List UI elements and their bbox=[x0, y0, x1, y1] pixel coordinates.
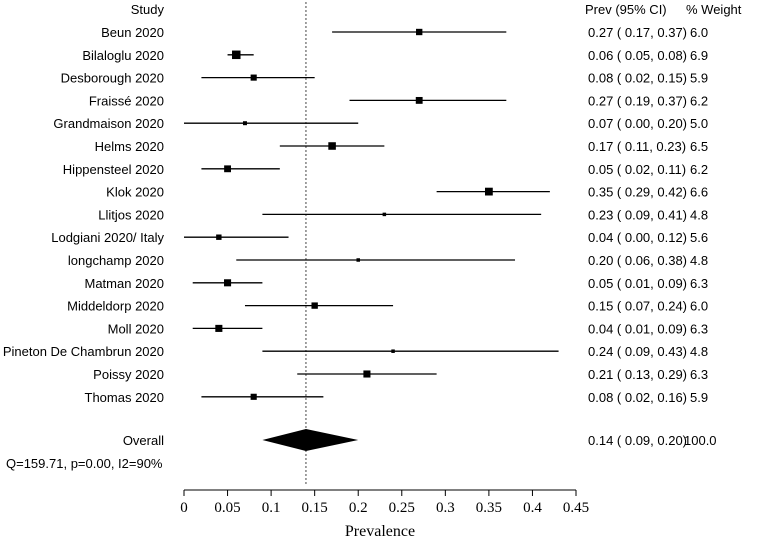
heterogeneity-text: Q=159.71, p=0.00, I2=90% bbox=[6, 456, 163, 471]
study-marks bbox=[184, 28, 559, 451]
weight-text: 6.9 bbox=[690, 48, 708, 63]
ci-text: 0.23 ( 0.09, 0.41) bbox=[588, 207, 687, 222]
ci-text: 0.17 ( 0.11, 0.23) bbox=[588, 139, 686, 154]
study-label: Middeldorp 2020 bbox=[67, 299, 164, 314]
point-estimate bbox=[232, 50, 241, 60]
ci-text: 0.07 ( 0.00, 0.20) bbox=[588, 116, 687, 131]
study-label: Klok 2020 bbox=[106, 185, 164, 200]
x-tick-label: 0.4 bbox=[523, 500, 542, 516]
point-estimate bbox=[382, 212, 387, 217]
x-tick-label: 0.3 bbox=[436, 500, 455, 516]
ci-text: 0.08 ( 0.02, 0.15) bbox=[588, 71, 687, 86]
point-estimate bbox=[415, 96, 423, 104]
study-labels: Study Beun 2020 Bilaloglu 2020 Desborough 2… bbox=[3, 2, 165, 471]
study-label: Matman 2020 bbox=[85, 276, 165, 291]
overall-weight-text: 100.0 bbox=[684, 433, 717, 448]
x-tick-label: 0.25 bbox=[389, 500, 415, 516]
x-tick-label: 0.2 bbox=[349, 500, 368, 516]
ci-text: 0.08 ( 0.02, 0.16) bbox=[588, 390, 687, 405]
ci-text: 0.04 ( 0.01, 0.09) bbox=[588, 321, 687, 336]
study-label: Beun 2020 bbox=[101, 25, 164, 40]
x-axis: 0 0.05 0.1 0.15 0.2 0.25 0.3 0.35 0.4 0.45 Prevale… bbox=[180, 489, 589, 540]
study-label: Moll 2020 bbox=[108, 321, 164, 336]
study-label: Pineton De Chambrun 2020 bbox=[3, 344, 164, 359]
weight-text: 4.8 bbox=[690, 253, 708, 268]
study-label: Desborough 2020 bbox=[61, 71, 164, 86]
ci-text: 0.05 ( 0.02, 0.11) bbox=[588, 162, 686, 177]
study-label: Lodgiani 2020/ Italy bbox=[51, 230, 164, 245]
point-estimate bbox=[215, 324, 223, 332]
study-label: Thomas 2020 bbox=[85, 390, 165, 405]
study-label: Llitjos 2020 bbox=[98, 207, 164, 222]
ci-text: 0.05 ( 0.01, 0.09) bbox=[588, 276, 687, 291]
x-tick-label: 0.15 bbox=[302, 500, 328, 516]
weight-text: 6.3 bbox=[690, 321, 708, 336]
study-label: Poissy 2020 bbox=[93, 367, 164, 382]
header-study: Study bbox=[131, 2, 165, 17]
ci-text: 0.24 ( 0.09, 0.43) bbox=[588, 344, 687, 359]
weight-text: 5.6 bbox=[690, 230, 708, 245]
ci-text: 0.21 ( 0.13, 0.29) bbox=[588, 367, 687, 382]
weight-text: 6.2 bbox=[690, 93, 708, 108]
weight-text: 4.8 bbox=[690, 207, 708, 222]
ci-text: 0.06 ( 0.05, 0.08) bbox=[588, 48, 687, 63]
study-label: Grandmaison 2020 bbox=[53, 116, 164, 131]
point-estimate bbox=[311, 302, 318, 309]
study-label: Hippensteel 2020 bbox=[63, 162, 164, 177]
weight-text: 6.2 bbox=[690, 162, 708, 177]
weight-text: 5.0 bbox=[690, 116, 708, 131]
study-label: Bilaloglu 2020 bbox=[82, 48, 164, 63]
ci-text: 0.04 ( 0.00, 0.12) bbox=[588, 230, 687, 245]
weight-text: 6.6 bbox=[690, 185, 708, 200]
weight-text: 4.8 bbox=[690, 344, 708, 359]
weight-text: 6.3 bbox=[690, 276, 708, 291]
overall-label: Overall bbox=[123, 433, 164, 448]
point-estimate bbox=[250, 74, 257, 81]
point-estimate bbox=[416, 28, 423, 36]
x-tick-label: 0 bbox=[180, 500, 188, 516]
weight-text: 5.9 bbox=[690, 71, 708, 86]
overall-diamond bbox=[262, 429, 359, 451]
overall-ci-text: 0.14 ( 0.09, 0.20) bbox=[588, 433, 687, 448]
point-estimate bbox=[242, 121, 247, 126]
ci-text: 0.27 ( 0.19, 0.37) bbox=[588, 93, 687, 108]
point-estimate bbox=[363, 370, 371, 378]
x-tick-label: 0.45 bbox=[563, 500, 589, 516]
weight-text: 6.5 bbox=[690, 139, 708, 154]
point-estimate bbox=[250, 393, 257, 400]
point-estimate bbox=[484, 187, 493, 196]
weight-text: 6.0 bbox=[690, 299, 708, 314]
point-estimate bbox=[224, 165, 231, 173]
weight-text: 6.3 bbox=[690, 367, 708, 382]
point-estimate bbox=[328, 142, 336, 150]
point-estimate bbox=[216, 234, 222, 240]
x-tick-label: 0.05 bbox=[214, 500, 240, 516]
point-estimate bbox=[224, 279, 232, 287]
ci-text: 0.15 ( 0.07, 0.24) bbox=[588, 299, 687, 314]
point-estimate bbox=[391, 349, 395, 353]
header-weight: % Weight bbox=[686, 2, 742, 17]
header-ci: Prev (95% CI) bbox=[585, 2, 667, 17]
point-estimate bbox=[356, 258, 360, 262]
x-tick-label: 0.35 bbox=[476, 500, 502, 516]
weight-text: 5.9 bbox=[690, 390, 708, 405]
ci-text: 0.27 ( 0.17, 0.37) bbox=[588, 25, 687, 40]
x-axis-label: Prevalence bbox=[345, 523, 415, 540]
study-label: Helms 2020 bbox=[95, 139, 164, 154]
ci-text: 0.35 ( 0.29, 0.42) bbox=[588, 185, 687, 200]
study-label: longchamp 2020 bbox=[68, 253, 164, 268]
ci-text: 0.20 ( 0.06, 0.38) bbox=[588, 253, 687, 268]
study-label: Fraissé 2020 bbox=[89, 93, 164, 108]
weight-text: 6.0 bbox=[690, 25, 708, 40]
x-tick-label: 0.1 bbox=[262, 500, 281, 516]
